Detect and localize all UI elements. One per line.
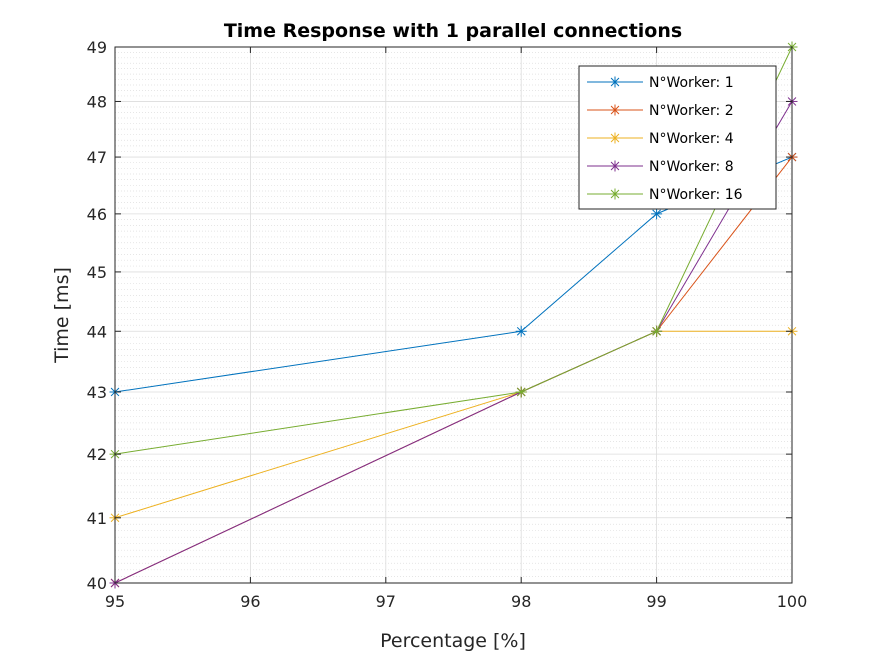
legend: N°Worker: 1 N°Worker: 2 N°Worker: 4 N°Worke… bbox=[578, 65, 777, 210]
legend-box bbox=[578, 65, 777, 210]
y-tick-label: 40 bbox=[87, 574, 107, 593]
data-point bbox=[651, 208, 663, 220]
marker-stroke bbox=[610, 105, 620, 115]
legend-entry: N°Worker: 16 bbox=[587, 187, 743, 203]
y-tick-label: 43 bbox=[87, 383, 107, 402]
y-tick-label: 47 bbox=[87, 148, 107, 167]
legend-entry: N°Worker: 4 bbox=[587, 131, 734, 147]
y-tick-label: 41 bbox=[87, 509, 107, 528]
marker-stroke bbox=[516, 387, 526, 397]
data-point bbox=[515, 325, 527, 337]
y-tick-label: 44 bbox=[87, 322, 107, 341]
legend-marker bbox=[609, 188, 621, 200]
x-tick-label: 98 bbox=[511, 592, 531, 611]
data-point bbox=[515, 386, 527, 398]
marker-stroke bbox=[652, 209, 661, 219]
legend-label: N°Worker: 16 bbox=[649, 187, 743, 203]
legend-entry: N°Worker: 2 bbox=[587, 103, 734, 119]
legend-marker bbox=[609, 132, 621, 144]
data-point bbox=[651, 325, 663, 337]
legend-label: N°Worker: 4 bbox=[649, 131, 734, 147]
legend-label: N°Worker: 1 bbox=[649, 75, 734, 91]
y-tick-label: 42 bbox=[87, 445, 107, 464]
legend-entry: N°Worker: 8 bbox=[587, 159, 734, 175]
legend-marker bbox=[609, 160, 621, 172]
legend-label: N°Worker: 2 bbox=[649, 103, 734, 119]
legend-label: N°Worker: 8 bbox=[649, 159, 734, 175]
x-tick-label: 97 bbox=[376, 592, 396, 611]
x-tick-label: 100 bbox=[777, 592, 808, 611]
x-tick-label: 96 bbox=[240, 592, 260, 611]
x-axis-label: Percentage [%] bbox=[380, 630, 526, 652]
plot-frame bbox=[114, 46, 793, 584]
chart-title: Time Response with 1 parallel connection… bbox=[224, 20, 682, 42]
y-axis-label: Time [ms] bbox=[51, 267, 73, 364]
y-tick-label: 46 bbox=[87, 205, 107, 224]
marker-stroke bbox=[610, 133, 620, 143]
axis-ticks: 95 96 97 98 99 100 40 41 42 43 44 45 46 47 48 49 bbox=[87, 38, 808, 611]
marker-stroke bbox=[516, 326, 526, 336]
x-tick-label: 95 bbox=[105, 592, 125, 611]
y-tick-label: 48 bbox=[87, 92, 107, 111]
x-tick-label: 99 bbox=[646, 592, 666, 611]
marker-stroke bbox=[652, 326, 661, 336]
legend-entry: N°Worker: 1 bbox=[587, 75, 734, 91]
marker-stroke bbox=[610, 189, 620, 199]
marker-stroke bbox=[610, 161, 620, 171]
legend-marker bbox=[609, 76, 621, 88]
marker-stroke bbox=[610, 77, 620, 87]
y-tick-label: 49 bbox=[87, 38, 107, 57]
legend-marker bbox=[609, 104, 621, 116]
y-tick-label: 45 bbox=[87, 263, 107, 282]
